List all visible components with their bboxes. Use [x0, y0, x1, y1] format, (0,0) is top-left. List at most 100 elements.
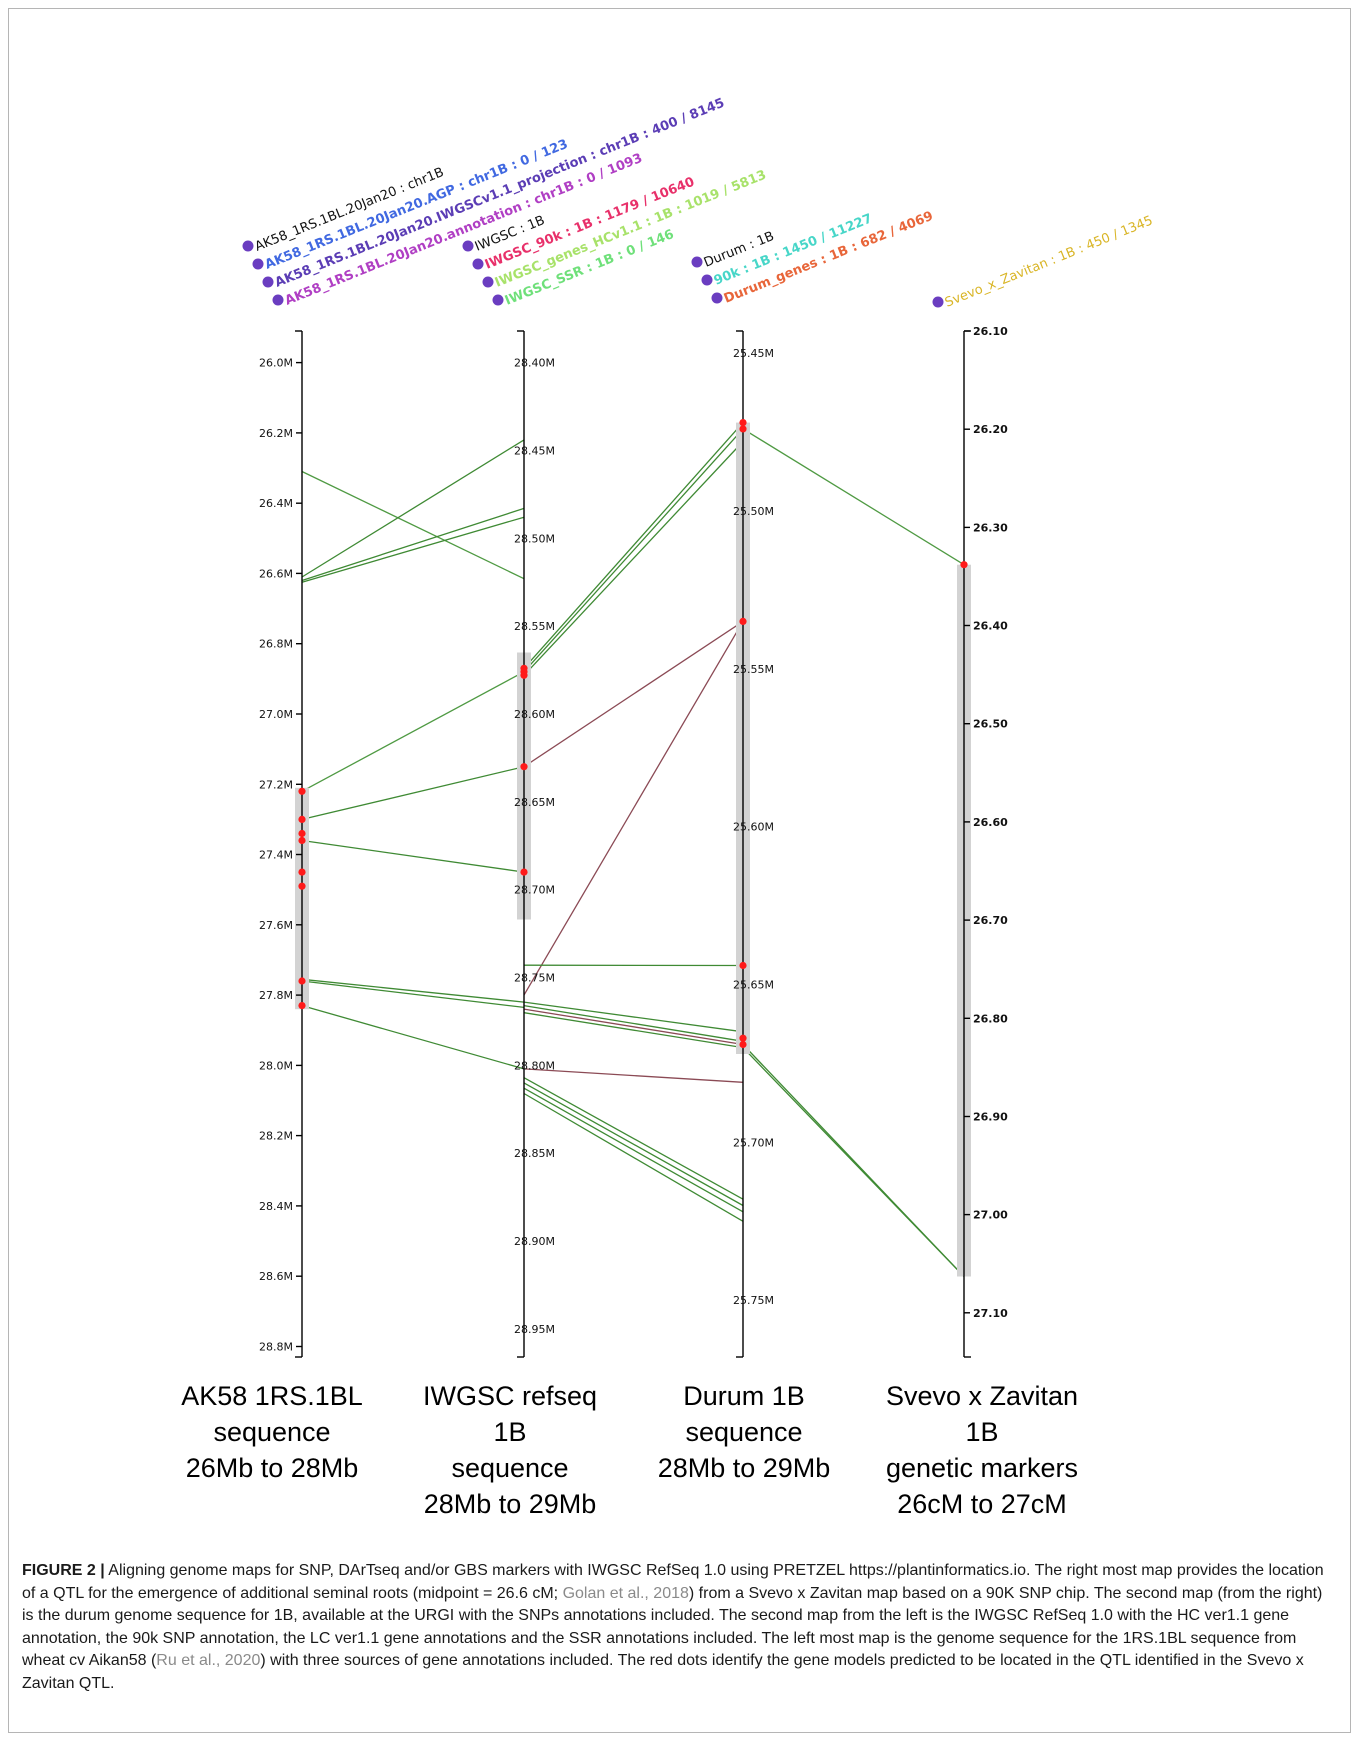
tick-label: 26.4M [259, 497, 293, 510]
map-title-line: sequence [685, 1417, 802, 1447]
alignment-line-12 [523, 441, 744, 676]
dataset-dot-icon[interactable] [462, 240, 474, 252]
gene-model-point [298, 868, 306, 876]
gene-model-point [739, 425, 747, 433]
tick-label: 26.0M [259, 357, 293, 370]
dataset-label-svevo-0[interactable]: Svevo_x_Zavitan : 1B : 450 / 1345 [932, 213, 1156, 311]
alignment-line-11 [523, 428, 744, 673]
map-title-line: Durum 1B [683, 1381, 805, 1411]
alignment-line-13 [523, 620, 744, 768]
tick-label: 27.10 [973, 1307, 1008, 1320]
gene-model-point [298, 787, 306, 795]
dataset-dot-icon[interactable] [932, 296, 944, 308]
tick-label: 27.4M [259, 849, 293, 862]
map-axis-durum: 25.45M 25.50M 25.55M 25.60M 25.65M 25.70M 25.7… [733, 330, 774, 1358]
map-title-durum: Durum 1B sequence 28Mb to 29Mb [658, 1381, 831, 1483]
dataset-labels: AK58_1RS.1BL.20Jan20 : chr1BAK58_1RS.1BL… [242, 96, 1156, 311]
dataset-label-durum-2[interactable]: Durum_genes : 1B : 682 / 4069 [711, 209, 936, 307]
tick-label: 28.85M [514, 1147, 555, 1160]
tick-label: 27.00 [973, 1209, 1008, 1222]
tick-label: 28.0M [259, 1059, 293, 1072]
tick-label: 28.40M [514, 357, 555, 370]
dataset-dot-icon[interactable] [711, 292, 723, 304]
caption-citation[interactable]: Ru et al., 2020 [156, 1652, 261, 1669]
dataset-dot-icon[interactable] [262, 276, 274, 288]
tick-label: 25.50M [733, 505, 774, 518]
tick-label: 26.2M [259, 427, 293, 440]
gene-model-point [739, 961, 747, 970]
tick-label: 28.45M [514, 445, 555, 458]
map-axes: 26.0M 26.2M 26.4M 26.6M 26.8M 27.0M 27.2M 27.4M… [259, 325, 1008, 1358]
dataset-label-text: Svevo_x_Zavitan : 1B : 450 / 1345 [943, 213, 1155, 310]
figure-label: FIGURE 2 | [22, 1562, 105, 1579]
map-axis-iwgsc: 28.40M 28.45M 28.50M 28.55M 28.60M 28.65M 28.7… [514, 330, 555, 1358]
alignment-line-0 [301, 470, 525, 580]
tick-label: 26.60 [973, 816, 1008, 829]
caption-text: ) from a Svevo x Zavitan map based on a … [22, 1584, 1323, 1670]
tick-label: 26.6M [259, 567, 293, 580]
tick-label: 26.8M [259, 638, 293, 651]
map-titles: AK58 1RS.1BL sequence 26Mb to 28Mb IWGSC re… [181, 1381, 1078, 1519]
gene-model-point [520, 868, 528, 876]
dataset-dot-icon[interactable] [482, 276, 494, 288]
gene-model-point [960, 561, 968, 569]
tick-label: 27.0M [259, 708, 293, 721]
tick-label: 26.50 [973, 718, 1008, 731]
tick-label: 25.45M [733, 347, 774, 360]
tick-label: 28.8M [259, 1341, 293, 1354]
tick-label: 28.2M [259, 1130, 293, 1143]
gene-model-point [298, 815, 306, 824]
tick-label: 28.60M [514, 708, 555, 721]
map-axis-svevo: 26.10 26.20 26.30 26.40 26.50 26.60 26.70 26.80… [957, 325, 1008, 1358]
map-title-line: sequence [213, 1417, 330, 1447]
tick-label: 28.50M [514, 532, 555, 545]
alignment-line-9 [301, 1004, 525, 1070]
dataset-dot-icon[interactable] [252, 258, 264, 270]
gene-model-point [739, 1040, 747, 1049]
map-title-line: 1B [965, 1417, 998, 1447]
tick-label: 25.65M [733, 979, 774, 992]
alignment-line-1 [301, 439, 525, 578]
tick-label: 27.8M [259, 989, 293, 1002]
tick-label: 25.75M [733, 1294, 774, 1307]
gene-model-point [520, 763, 528, 771]
gene-model-point [520, 671, 528, 679]
tick-label: 28.70M [514, 884, 555, 897]
caption-text: ) with three sources of gene annotations… [22, 1652, 1304, 1692]
gene-model-point [298, 882, 306, 890]
map-title-line: AK58 1RS.1BL [181, 1381, 363, 1411]
map-title-line: Svevo x Zavitan [886, 1381, 1078, 1411]
alignment-line-27 [742, 1047, 965, 1277]
gene-model-point [739, 1034, 747, 1042]
tick-label: 28.95M [514, 1323, 555, 1336]
caption-citation[interactable]: Golan et al., 2018 [562, 1584, 689, 1602]
map-title-iwgsc: IWGSC refseq 1B sequence 28Mb to 29Mb [423, 1381, 597, 1519]
alignment-line-16 [523, 1001, 744, 1033]
gene-model-point [739, 617, 747, 626]
tick-label: 26.30 [973, 521, 1008, 534]
dataset-dot-icon[interactable] [691, 256, 703, 268]
tick-label: 27.2M [259, 778, 293, 791]
map-title-svevo: Svevo x Zavitan 1B genetic markers 26cM to … [886, 1381, 1078, 1519]
tick-label: 26.10 [973, 325, 1008, 338]
tick-label: 26.80 [973, 1012, 1008, 1025]
alignment-line-25 [742, 428, 965, 566]
map-title-line: 1B [493, 1417, 526, 1447]
dataset-dot-icon[interactable] [272, 294, 284, 306]
dataset-dot-icon[interactable] [492, 294, 504, 306]
genome-alignment-diagram: 26.0M 26.2M 26.4M 26.6M 26.8M 27.0M 27.2M 27.4M… [181, 96, 1156, 1519]
tick-label: 26.70 [973, 914, 1008, 927]
dataset-dot-icon[interactable] [701, 274, 713, 286]
alignment-line-6 [301, 839, 525, 873]
alignment-line-5 [301, 766, 525, 821]
tick-label: 28.80M [514, 1059, 555, 1072]
tick-label: 25.60M [733, 821, 774, 834]
gene-model-point [298, 829, 306, 838]
dataset-dot-icon[interactable] [472, 258, 484, 270]
dataset-dot-icon[interactable] [242, 240, 254, 252]
figure-caption: FIGURE 2 | Aligning genome maps for SNP,… [22, 1560, 1337, 1695]
alignment-line-4 [301, 671, 525, 792]
tick-label: 26.40 [973, 620, 1008, 633]
caption-text: Aligning genome maps for SNP, DArTseq an… [22, 1562, 1324, 1602]
map-title-line: 28Mb to 29Mb [424, 1489, 597, 1519]
